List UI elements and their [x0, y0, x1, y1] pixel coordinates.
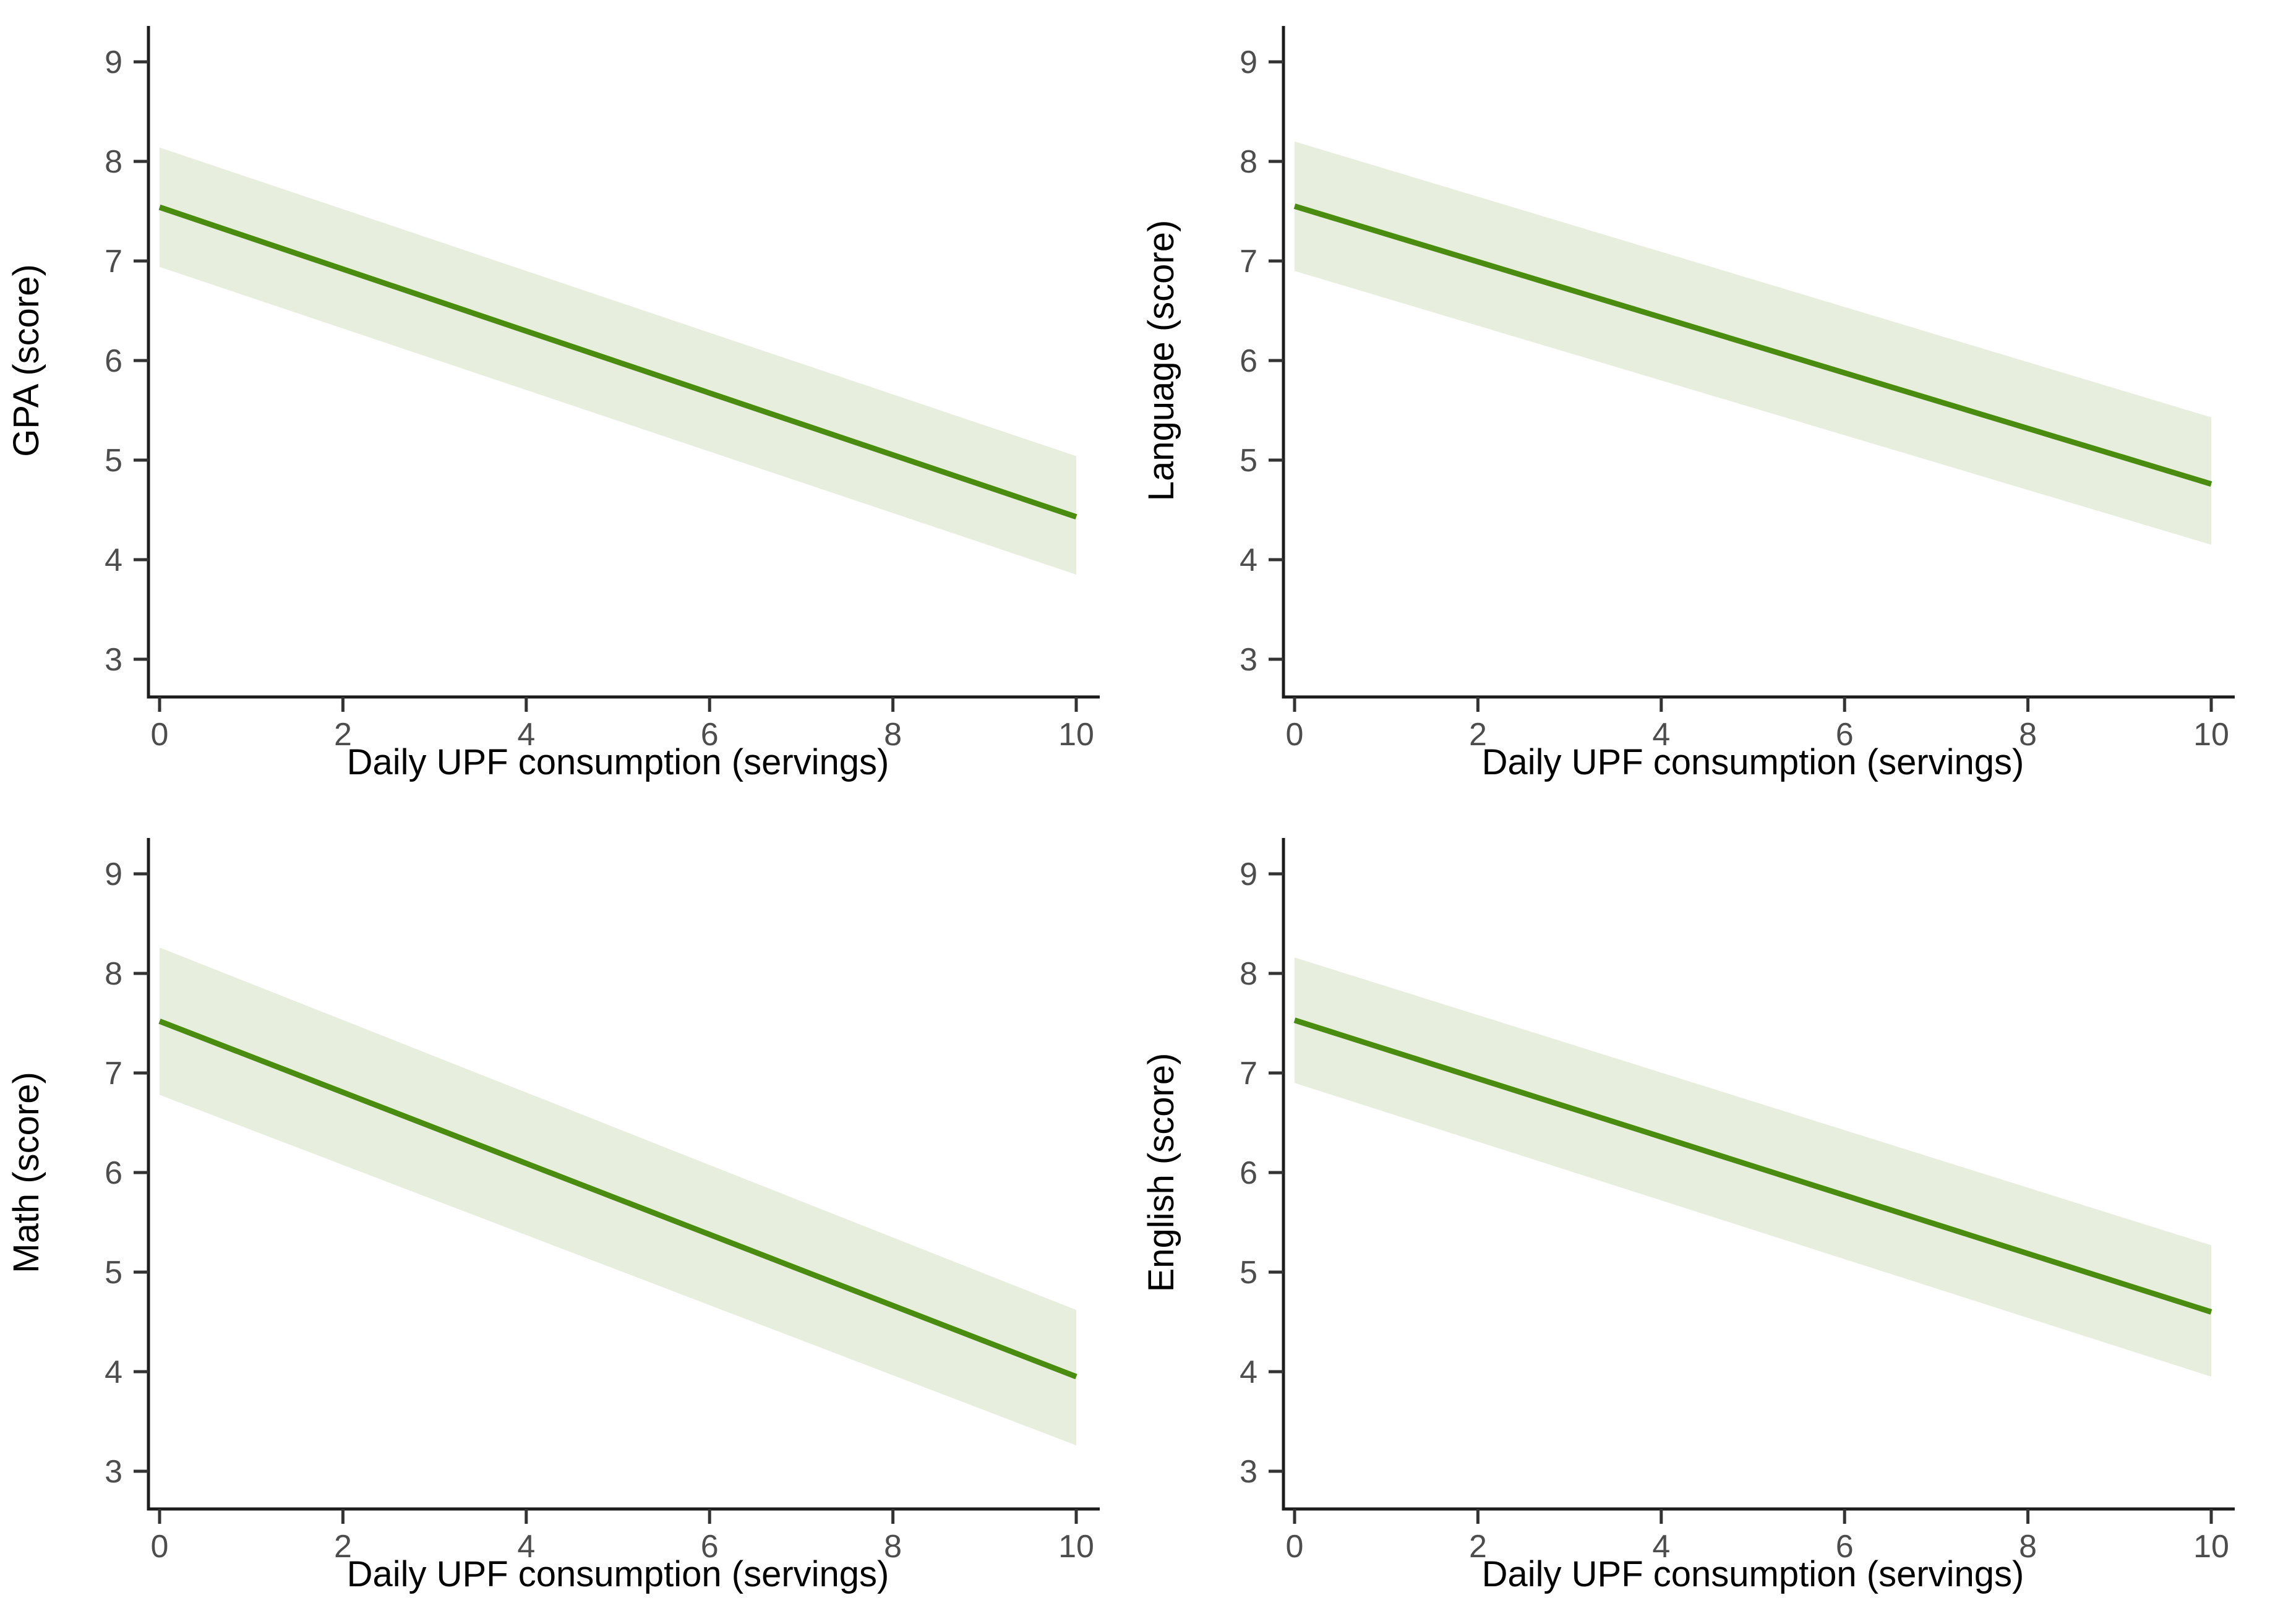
- chart-svg-gpa: 3 4 5 6 7 8 9 0 2 4 6 8 10 GPA (score) Daily UPF consu…: [6, 26, 1100, 782]
- x-tick-label: 6: [1836, 717, 1854, 753]
- y-tick-label: 7: [105, 1056, 122, 1092]
- y-tick-label: 5: [1240, 443, 1257, 479]
- x-tick-label: 0: [1286, 717, 1304, 753]
- y-tick-label: 6: [105, 343, 122, 379]
- y-tick-label: 3: [105, 642, 122, 678]
- x-tick-label: 10: [1058, 717, 1094, 753]
- axes: [1282, 26, 2235, 699]
- y-ticks: 3 4 5 6 7 8 9: [105, 45, 148, 678]
- x-tick-label: 2: [1469, 717, 1487, 753]
- x-tick-label: 0: [151, 717, 169, 753]
- y-tick-label: 8: [105, 144, 122, 180]
- y-tick-label: 9: [1240, 45, 1257, 80]
- regression-line: [1293, 1017, 2212, 1315]
- y-tick-label: 6: [1240, 1155, 1257, 1191]
- y-tick-label: 7: [1240, 244, 1257, 280]
- y-tick-label: 6: [1240, 343, 1257, 379]
- x-tick-label: 8: [2019, 717, 2037, 753]
- y-axis-title: Language (score): [1141, 220, 1181, 502]
- y-tick-label: 8: [105, 956, 122, 992]
- chart-panel-bottom-right: 3 4 5 6 7 8 9 0 2 4 6 8 10 English (score) Daily UPF c…: [1135, 812, 2270, 1624]
- y-tick-label: 4: [105, 542, 122, 578]
- x-tick-label: 4: [1652, 717, 1670, 753]
- chart-svg-language: 3 4 5 6 7 8 9 0 2 4 6 8 10 Language (score) Daily UPF …: [1141, 26, 2235, 782]
- y-axis-title: Math (score): [6, 1072, 46, 1273]
- y-tick-label: 4: [105, 1354, 122, 1390]
- y-tick-label: 5: [105, 443, 122, 479]
- x-tick-label: 6: [1836, 1529, 1854, 1565]
- regression-line: [158, 204, 1077, 520]
- x-tick-label: 8: [884, 1529, 902, 1565]
- y-tick-label: 9: [105, 45, 122, 80]
- axes: [1282, 838, 2235, 1511]
- y-tick-label: 8: [1240, 144, 1257, 180]
- y-axis-title: GPA (score): [6, 264, 46, 457]
- y-ticks: 3 4 5 6 7 8 9: [1240, 857, 1283, 1490]
- x-ticks: 0 2 4 6 8 10: [151, 697, 1094, 753]
- y-tick-label: 4: [1240, 1354, 1257, 1390]
- regression-line: [1293, 203, 2212, 487]
- x-tick-label: 4: [517, 717, 535, 753]
- y-axis-title: English (score): [1141, 1053, 1181, 1293]
- y-tick-label: 5: [1240, 1255, 1257, 1291]
- x-ticks: 0 2 4 6 8 10: [1286, 697, 2229, 753]
- y-tick-label: 7: [1240, 1056, 1257, 1092]
- x-tick-label: 10: [2193, 717, 2229, 753]
- y-tick-label: 9: [1240, 857, 1257, 892]
- x-tick-label: 0: [151, 1529, 169, 1565]
- axes: [147, 26, 1100, 699]
- x-tick-label: 6: [701, 1529, 719, 1565]
- x-ticks: 0 2 4 6 8 10: [151, 1509, 1094, 1565]
- x-tick-label: 2: [334, 717, 352, 753]
- y-tick-label: 3: [1240, 1454, 1257, 1490]
- x-axis-title: Daily UPF consumption (servings): [347, 742, 889, 782]
- chart-panel-top-left: 3 4 5 6 7 8 9 0 2 4 6 8 10 GPA (score) Daily UPF consu…: [0, 0, 1135, 812]
- x-axis-title: Daily UPF consumption (servings): [347, 1554, 889, 1594]
- y-tick-label: 5: [105, 1255, 122, 1291]
- x-tick-label: 10: [2193, 1529, 2229, 1565]
- chart-panel-top-right: 3 4 5 6 7 8 9 0 2 4 6 8 10 Language (score) Daily UPF …: [1135, 0, 2270, 812]
- chart-panel-bottom-left: 3 4 5 6 7 8 9 0 2 4 6 8 10 Math (score) Daily UPF cons…: [0, 812, 1135, 1624]
- y-tick-label: 3: [105, 1454, 122, 1490]
- x-tick-label: 8: [884, 717, 902, 753]
- x-tick-label: 4: [1652, 1529, 1670, 1565]
- chart-svg-english: 3 4 5 6 7 8 9 0 2 4 6 8 10 English (score) Daily UPF c…: [1141, 838, 2235, 1594]
- x-axis-title: Daily UPF consumption (servings): [1482, 1554, 2024, 1594]
- chart-svg-math: 3 4 5 6 7 8 9 0 2 4 6 8 10 Math (score) Daily UPF cons…: [6, 838, 1100, 1594]
- x-tick-label: 6: [701, 717, 719, 753]
- y-tick-label: 7: [105, 244, 122, 280]
- y-ticks: 3 4 5 6 7 8 9: [105, 857, 148, 1490]
- y-tick-label: 9: [105, 857, 122, 892]
- regression-line: [158, 1019, 1077, 1380]
- x-tick-label: 10: [1058, 1529, 1094, 1565]
- x-tick-label: 4: [517, 1529, 535, 1565]
- x-ticks: 0 2 4 6 8 10: [1286, 1509, 2229, 1565]
- y-ticks: 3 4 5 6 7 8 9: [1240, 45, 1283, 678]
- axes: [147, 838, 1100, 1511]
- y-tick-label: 3: [1240, 642, 1257, 678]
- x-axis-title: Daily UPF consumption (servings): [1482, 742, 2024, 782]
- x-tick-label: 0: [1286, 1529, 1304, 1565]
- y-tick-label: 8: [1240, 956, 1257, 992]
- x-tick-label: 2: [1469, 1529, 1487, 1565]
- y-tick-label: 6: [105, 1155, 122, 1191]
- y-tick-label: 4: [1240, 542, 1257, 578]
- x-tick-label: 8: [2019, 1529, 2037, 1565]
- x-tick-label: 2: [334, 1529, 352, 1565]
